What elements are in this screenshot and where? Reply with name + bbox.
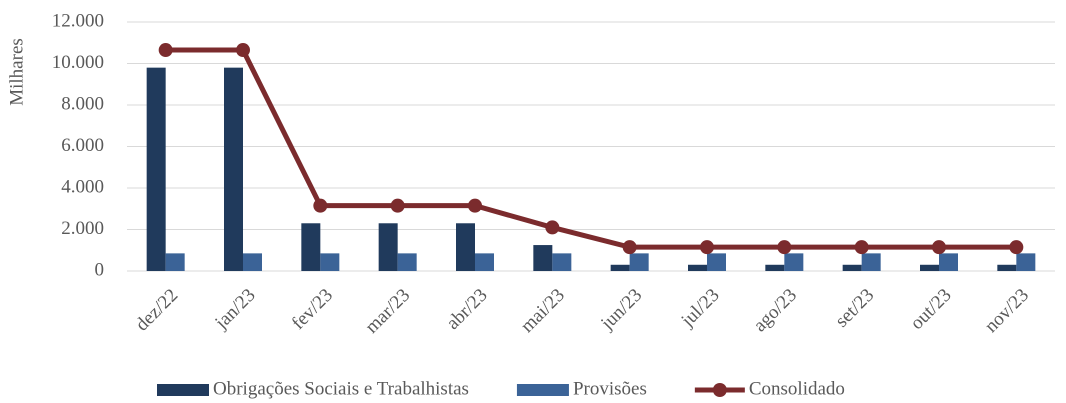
bar bbox=[456, 223, 475, 271]
line-marker bbox=[854, 240, 869, 255]
x-tick-label: jun/23 bbox=[596, 285, 646, 335]
legend-swatch bbox=[157, 384, 209, 396]
bar bbox=[243, 253, 262, 271]
x-tick-label: fev/23 bbox=[288, 285, 337, 334]
bar bbox=[301, 223, 321, 271]
bar bbox=[397, 253, 417, 271]
x-tick-label: out/23 bbox=[906, 285, 955, 334]
line-marker bbox=[932, 240, 946, 255]
bar bbox=[146, 67, 166, 272]
bar bbox=[1016, 253, 1036, 271]
bar bbox=[610, 264, 630, 271]
legend-label: Provisões bbox=[573, 378, 647, 399]
line-marker bbox=[468, 198, 482, 213]
line-marker bbox=[313, 198, 328, 213]
line-marker bbox=[390, 198, 405, 213]
line-marker bbox=[1009, 240, 1024, 255]
x-tick-label: mar/23 bbox=[361, 285, 414, 338]
y-tick-label: 6.000 bbox=[61, 135, 104, 156]
line-marker bbox=[777, 240, 792, 255]
y-tick-label: 10.000 bbox=[52, 52, 104, 73]
y-tick-label: 8.000 bbox=[61, 93, 104, 114]
bar bbox=[920, 264, 939, 271]
legend-label: Obrigações Sociais e Trabalhistas bbox=[213, 378, 469, 399]
bar bbox=[224, 67, 243, 272]
x-tick-label: set/23 bbox=[831, 285, 878, 332]
x-tick-label: jul/23 bbox=[677, 285, 724, 332]
y-tick-label: 12.000 bbox=[52, 10, 104, 31]
bar bbox=[997, 264, 1017, 271]
bar bbox=[165, 253, 185, 271]
bar bbox=[861, 253, 881, 271]
line bbox=[165, 47, 1017, 250]
x-tick-label: ago/23 bbox=[750, 285, 801, 336]
bar bbox=[378, 223, 398, 271]
x-tick-label: jan/23 bbox=[210, 285, 259, 334]
line-marker bbox=[545, 220, 560, 235]
bar bbox=[552, 253, 572, 271]
bar bbox=[320, 253, 340, 271]
line-marker bbox=[622, 240, 637, 255]
x-tick-label: mai/23 bbox=[517, 285, 569, 337]
x-tick-label: nov/23 bbox=[981, 285, 1033, 337]
line-marker bbox=[236, 43, 250, 58]
bar bbox=[475, 253, 494, 271]
y-tick-label: 4.000 bbox=[61, 176, 104, 197]
bar bbox=[533, 245, 553, 271]
bar bbox=[842, 264, 862, 271]
x-tick-label: dez/22 bbox=[132, 285, 183, 336]
bar bbox=[629, 253, 649, 271]
bar bbox=[688, 264, 707, 271]
bar bbox=[765, 264, 785, 271]
y-axis-label: Milhares bbox=[6, 38, 27, 106]
legend-marker bbox=[712, 383, 727, 397]
bar bbox=[707, 253, 726, 271]
y-tick-label: 0 bbox=[95, 259, 105, 280]
y-tick-label: 2.000 bbox=[61, 218, 104, 239]
x-tick-label: abr/23 bbox=[442, 285, 491, 334]
bar bbox=[939, 253, 958, 271]
legend-swatch bbox=[516, 384, 569, 396]
line-marker bbox=[158, 43, 173, 58]
line-marker bbox=[700, 240, 714, 255]
legend-label: Consolidado bbox=[749, 378, 845, 399]
bar bbox=[784, 253, 804, 271]
